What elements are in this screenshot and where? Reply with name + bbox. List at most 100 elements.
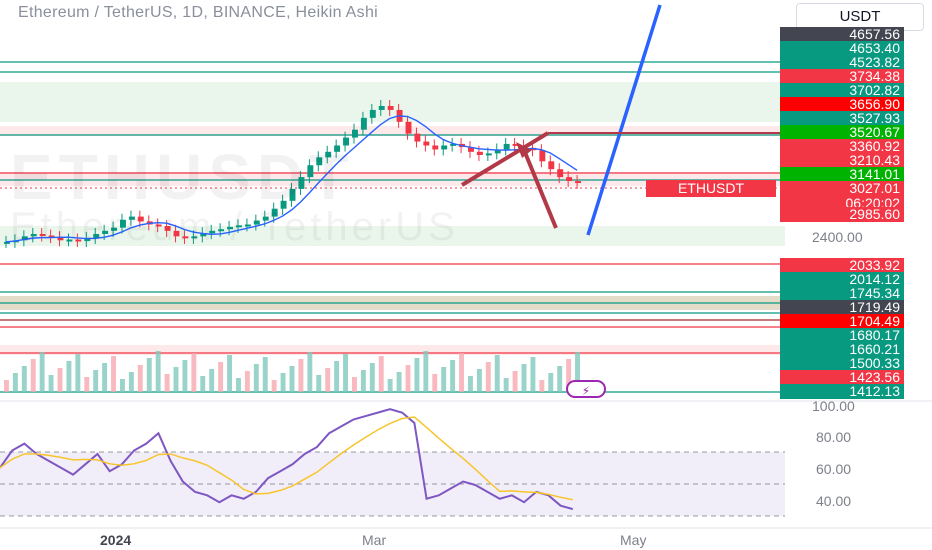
candle bbox=[512, 143, 519, 146]
volume-bar bbox=[423, 351, 429, 392]
volume-bar bbox=[182, 360, 188, 392]
candle bbox=[182, 236, 189, 239]
candle bbox=[236, 225, 242, 228]
candle bbox=[360, 117, 367, 130]
price-label: 4657.56 bbox=[780, 27, 904, 42]
candle bbox=[75, 239, 82, 242]
candle bbox=[423, 141, 430, 146]
volume-bar bbox=[369, 363, 375, 392]
volume-bar bbox=[218, 362, 224, 392]
candle bbox=[84, 237, 91, 242]
candle bbox=[405, 121, 412, 134]
candle bbox=[4, 241, 10, 244]
candle bbox=[414, 133, 421, 142]
candle bbox=[334, 145, 341, 152]
volume-bar bbox=[298, 359, 304, 392]
price-label: 2014.12 bbox=[780, 272, 904, 287]
volume-bar bbox=[468, 376, 473, 392]
rsi-axis-40: 40.00 bbox=[816, 493, 852, 509]
price-label: 3360.92 bbox=[780, 139, 904, 154]
arrow-head bbox=[516, 142, 532, 158]
volume-bar bbox=[360, 370, 366, 392]
price-label: 1660.21 bbox=[780, 342, 904, 357]
volume-bar bbox=[450, 360, 456, 392]
volume-bar bbox=[262, 357, 268, 392]
price-label: 3210.43 bbox=[780, 153, 904, 168]
volume-bar bbox=[343, 354, 348, 392]
candle bbox=[503, 143, 510, 150]
symbol-price-tag: ETHUSDT bbox=[646, 180, 776, 197]
volume-bar bbox=[494, 355, 500, 392]
rsi-line bbox=[0, 408, 574, 511]
candle bbox=[191, 236, 198, 239]
candle bbox=[378, 106, 385, 110]
candle bbox=[450, 143, 457, 146]
price-label: 1745.34 bbox=[780, 286, 904, 301]
trend-line bbox=[460, 131, 550, 187]
candle bbox=[343, 137, 349, 146]
volume-bar bbox=[575, 352, 580, 392]
candle bbox=[164, 226, 171, 231]
lightning-icon[interactable]: ⚡ bbox=[566, 380, 606, 398]
arrow-line bbox=[522, 149, 558, 229]
price-label: 1704.49 bbox=[780, 314, 904, 329]
time-axis-mar: Mar bbox=[362, 532, 387, 548]
volume-bar bbox=[93, 370, 99, 392]
candle bbox=[369, 109, 376, 118]
candle bbox=[432, 145, 439, 150]
volume-bar bbox=[191, 353, 197, 392]
price-label: 1412.13 bbox=[780, 384, 904, 399]
volume-bar bbox=[307, 352, 313, 392]
band-zone bbox=[0, 126, 785, 136]
candle bbox=[120, 219, 126, 228]
candle bbox=[173, 230, 180, 237]
candle bbox=[200, 233, 207, 237]
volume-bar bbox=[503, 378, 509, 392]
candle bbox=[476, 151, 483, 155]
volume-bar bbox=[137, 365, 143, 392]
candle bbox=[218, 229, 225, 232]
volume-bar bbox=[155, 351, 161, 392]
volume-bar bbox=[476, 369, 482, 392]
bar-countdown: 06:20:02 bbox=[780, 196, 904, 210]
volume-bar bbox=[164, 374, 170, 392]
volume-bar bbox=[414, 358, 420, 392]
price-label: 2033.92 bbox=[780, 258, 904, 273]
volume-bar bbox=[12, 373, 18, 392]
volume-bar bbox=[227, 355, 232, 392]
volume-bar bbox=[84, 377, 90, 392]
candle bbox=[271, 208, 278, 217]
candle bbox=[298, 177, 305, 189]
price-label: 1423.56 bbox=[780, 370, 904, 385]
volume-bar bbox=[209, 369, 215, 392]
chart-title: Ethereum / TetherUS, 1D, BINANCE, Heikin… bbox=[18, 4, 379, 21]
volume-bar bbox=[512, 371, 518, 392]
volume-bar bbox=[459, 353, 464, 392]
volume-bar bbox=[66, 361, 72, 392]
candle bbox=[244, 224, 251, 227]
candle bbox=[209, 230, 216, 234]
rsi-axis-80: 80.00 bbox=[816, 429, 852, 445]
volume-bar bbox=[566, 359, 572, 392]
volume-bar bbox=[146, 358, 152, 392]
projection-line bbox=[586, 4, 662, 236]
volume-bar bbox=[289, 366, 295, 392]
volume-bar bbox=[57, 368, 63, 392]
volume-bar bbox=[244, 371, 250, 392]
band-zone bbox=[0, 345, 785, 355]
candle bbox=[21, 236, 28, 241]
volume-bar bbox=[4, 380, 9, 392]
volume-bar bbox=[253, 364, 259, 392]
volume-bar bbox=[316, 375, 322, 392]
candle bbox=[39, 233, 46, 236]
volume-bar bbox=[173, 367, 179, 392]
band-zone bbox=[0, 172, 785, 186]
watermark-name: Ethereum / TetherUS bbox=[10, 205, 459, 249]
candle bbox=[387, 106, 394, 110]
volume-bar bbox=[387, 379, 393, 392]
price-label: 1719.49 bbox=[780, 300, 904, 315]
volume-bar bbox=[48, 375, 54, 392]
volume-bar bbox=[352, 377, 357, 392]
